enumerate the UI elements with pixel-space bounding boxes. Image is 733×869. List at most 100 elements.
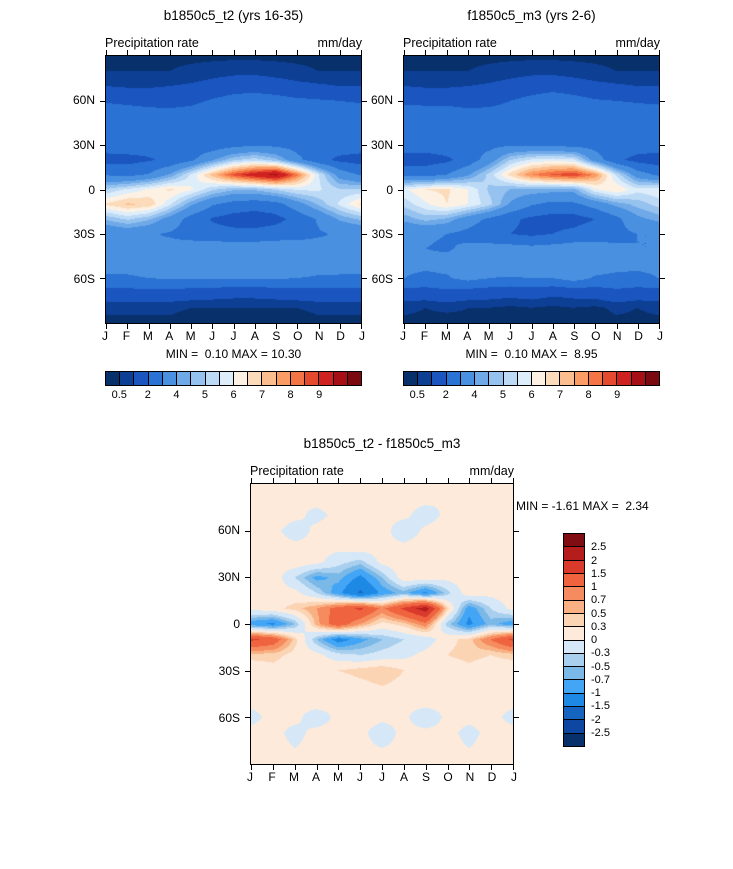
panel-f1850c5-m3: f1850c5_m3 (yrs 2-6) Precipitation rate … — [361, 8, 665, 403]
axis-tick — [513, 478, 514, 483]
axis-tick — [404, 50, 405, 55]
axis-tick — [382, 478, 383, 483]
colorbar — [105, 371, 362, 386]
month-tick-label: J — [230, 329, 237, 343]
lat-tick-label: 60S — [371, 272, 393, 287]
axis-tick — [514, 577, 519, 579]
month-tick-label: M — [142, 329, 153, 343]
colorbar-cell — [503, 372, 518, 385]
colorbar-tick-label: -0.5 — [591, 660, 610, 673]
colorbar-tick-label: 8 — [287, 389, 294, 401]
axis-tick — [491, 478, 493, 483]
axis-tick — [100, 278, 105, 280]
colorbar-cell — [564, 587, 584, 601]
axis-tick — [398, 189, 403, 191]
colorbar-tick-label: 5 — [201, 389, 208, 401]
month-tick-label: N — [612, 329, 622, 343]
colorbar-tick-label: 7 — [556, 389, 564, 401]
colorbar-tick-label: 0 — [591, 634, 598, 646]
axis-tick — [191, 324, 192, 329]
plot-subheader: Precipitation rate mm/day — [403, 36, 660, 50]
lat-tick-label: 30S — [73, 227, 95, 242]
axis-tick — [212, 50, 214, 55]
colorbar-tick-label: -1 — [591, 687, 601, 699]
axis-tick — [469, 765, 471, 770]
month-tick-label: J — [507, 329, 514, 343]
colorbar-tick-label: 0.7 — [591, 594, 607, 607]
colorbar-cell — [162, 372, 178, 385]
colorbar-tick-label: 4 — [173, 389, 180, 401]
colorbar-tick-label: 4 — [471, 389, 478, 401]
axis-tick — [531, 50, 533, 55]
axis-tick — [574, 324, 575, 329]
axis-tick — [510, 50, 512, 55]
lat-tick-label: 60N — [72, 92, 95, 107]
colorbar-tick-label: -0.3 — [591, 647, 610, 660]
month-tick-label: N — [465, 770, 475, 784]
axis-tick — [660, 144, 665, 146]
axis-tick — [659, 50, 660, 55]
axis-tick — [514, 530, 519, 532]
colorbar-tick-label: 2.5 — [591, 541, 607, 554]
diff-colorbar-labels: 2.5 2 1.5 1 0.7 0.5 0.3 0 -0.3 -0.5 -0.7 -1 -1.5 -2 -2… — [591, 534, 635, 746]
colorbar — [403, 371, 660, 386]
month-tick-label: S — [570, 329, 579, 343]
axis-tick — [362, 234, 367, 235]
month-tick-label: J — [247, 770, 253, 784]
colorbar-cell — [645, 372, 659, 385]
axis-tick — [552, 324, 554, 329]
axis-tick — [382, 765, 383, 770]
axis-tick — [660, 100, 665, 102]
axis-tick — [531, 324, 533, 329]
map-frame — [100, 50, 367, 329]
lat-tick-label: 30N — [370, 137, 393, 152]
month-tick-label: M — [440, 329, 451, 343]
colorbar-cell — [475, 372, 490, 385]
month-tick-label: D — [487, 770, 497, 784]
diff-colorbar-cells — [563, 533, 585, 747]
month-tick-label: A — [165, 329, 174, 343]
axis-tick — [100, 189, 105, 191]
field-label: Precipitation rate — [250, 464, 344, 478]
month-tick-label: N — [314, 329, 324, 343]
colorbar-tick-label: -2.5 — [591, 726, 610, 739]
map-frame — [245, 478, 519, 770]
axis-tick — [245, 530, 250, 532]
axis-tick — [595, 324, 597, 329]
axis-tick — [294, 765, 296, 770]
panel-difference: b1850c5_t2 - f1850c5_m3 Precipitation ra… — [208, 436, 519, 785]
month-tick-label: J — [657, 329, 663, 343]
axis-tick — [398, 234, 403, 235]
month-tick-label: O — [293, 329, 303, 343]
month-tick-label: F — [122, 329, 131, 343]
axis-tick — [148, 50, 150, 55]
colorbar-tick-label: 6 — [230, 389, 237, 401]
colorbar-tick-label: 2 — [591, 554, 598, 567]
axis-tick — [514, 717, 519, 719]
field-label: Precipitation rate — [403, 36, 497, 50]
axis-tick — [339, 324, 341, 329]
units-label: mm/day — [615, 36, 660, 50]
colorbar-cell — [305, 372, 320, 385]
colorbar-cell — [564, 547, 584, 561]
month-tick-label: J — [102, 329, 108, 343]
axis-tick — [276, 324, 277, 329]
map-area: 60N 30N 0 30S 60S — [73, 50, 367, 329]
colorbar-cell — [347, 372, 361, 385]
colorbar-cell — [106, 372, 121, 385]
month-tick-label: A — [399, 770, 409, 784]
axis-tick — [489, 50, 490, 55]
colorbar-tick-label: 9 — [316, 389, 323, 401]
axis-tick — [510, 324, 512, 329]
axis-tick — [398, 144, 403, 146]
axis-tick — [100, 234, 105, 235]
month-tick-label: M — [185, 329, 196, 343]
axis-tick — [513, 765, 514, 770]
axis-tick — [233, 324, 235, 329]
axis-tick — [425, 324, 427, 329]
colorbar-cell — [564, 600, 584, 614]
colorbar-cell — [233, 372, 249, 385]
month-tick-label: J — [359, 329, 365, 343]
heatmap-canvas — [404, 56, 659, 323]
colorbar-tick-label: 0.5 — [591, 607, 607, 620]
